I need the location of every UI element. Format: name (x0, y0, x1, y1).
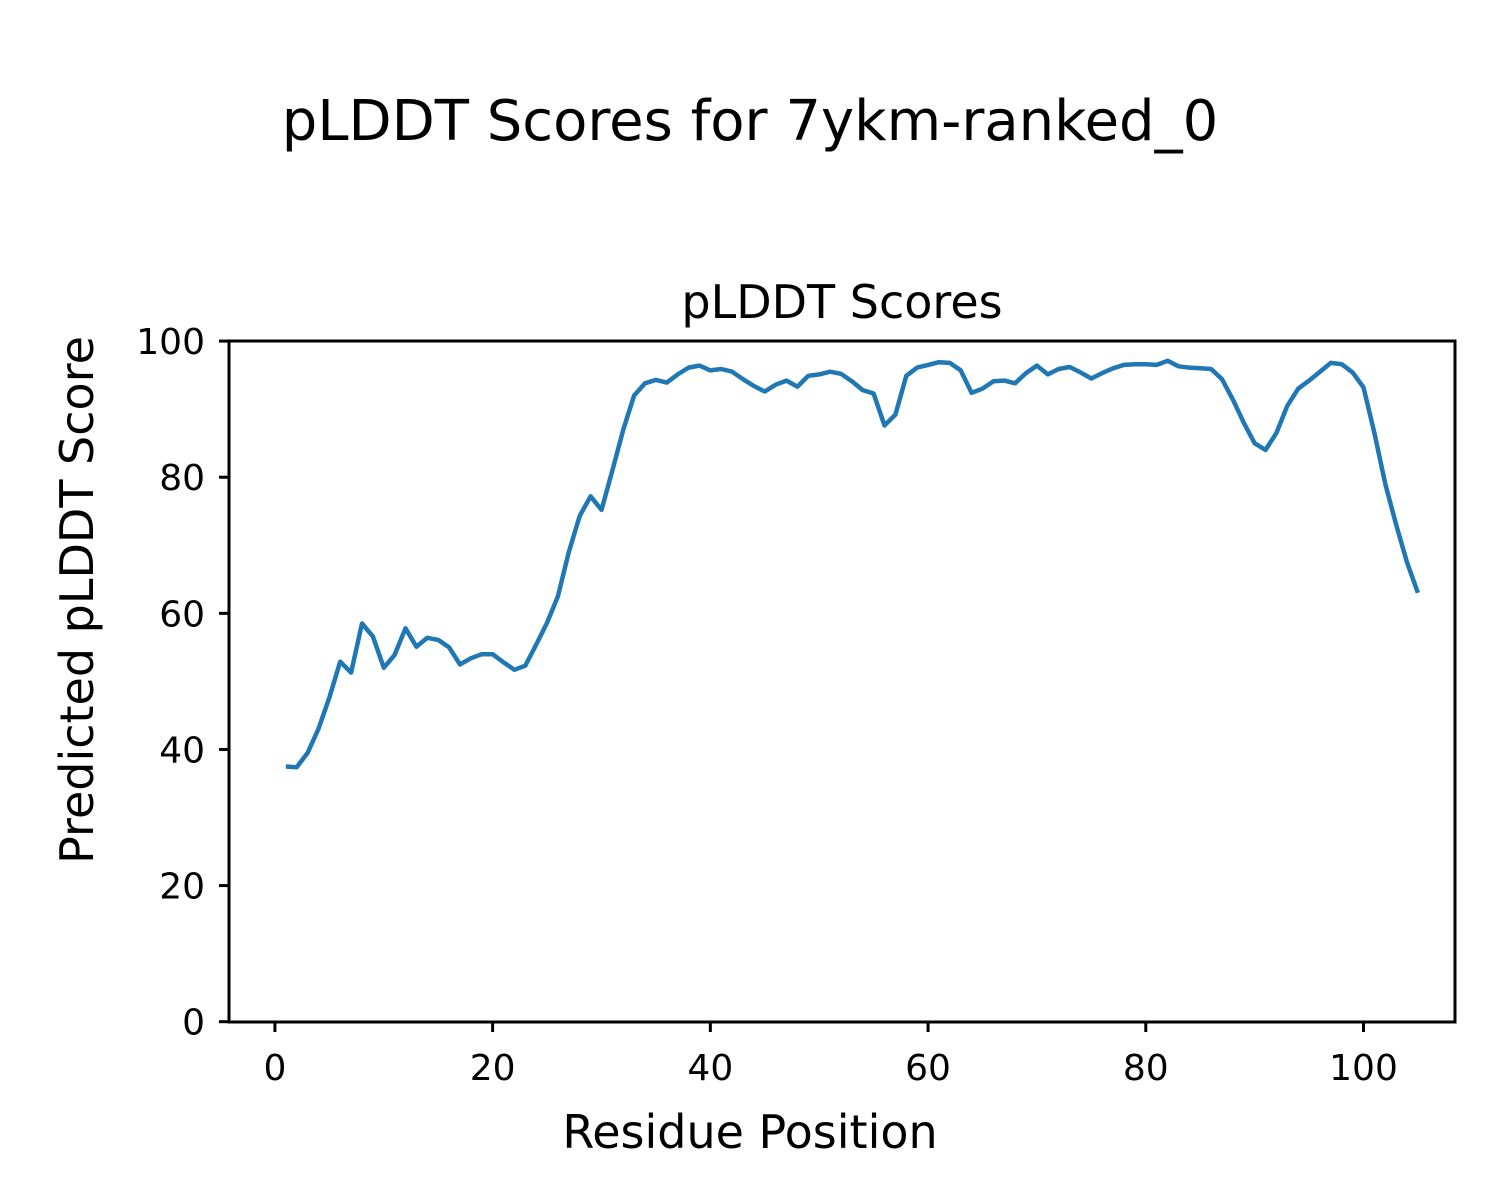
axes-title: pLDDT Scores (681, 275, 1002, 329)
x-tick-label: 80 (1123, 1048, 1169, 1089)
plddt-line (285, 358, 1421, 770)
x-tick-label: 100 (1329, 1048, 1398, 1089)
x-tick-label: 40 (687, 1048, 733, 1089)
x-tick-label: 0 (263, 1048, 286, 1089)
y-tick-label: 0 (182, 1003, 205, 1044)
y-tick-label: 40 (159, 730, 205, 771)
y-tick-label: 20 (159, 867, 205, 908)
x-axis-ticks: 0 20 40 60 80 100 (263, 1022, 1398, 1089)
x-axis-label: Residue Position (562, 1105, 937, 1159)
y-tick-label: 60 (159, 594, 205, 635)
plot-area (227, 339, 1457, 1024)
y-axis-ticks: 0 20 40 60 80 100 (136, 322, 229, 1044)
x-tick-label: 20 (470, 1048, 516, 1089)
y-tick-label: 80 (159, 458, 205, 499)
figure-suptitle: pLDDT Scores for 7ykm-ranked_0 (282, 89, 1218, 154)
y-axis-label: Predicted pLDDT Score (50, 336, 104, 864)
y-tick-label: 100 (136, 322, 205, 363)
x-tick-label: 60 (905, 1048, 951, 1089)
